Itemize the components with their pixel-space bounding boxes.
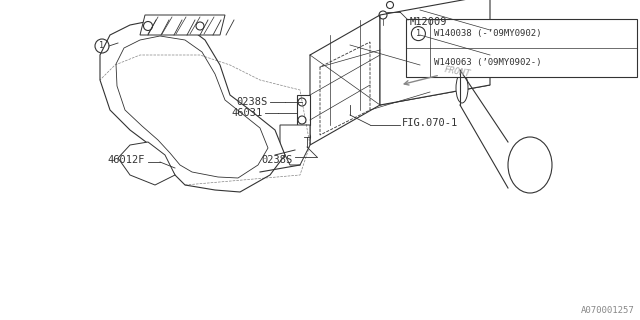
Polygon shape	[280, 125, 310, 165]
Text: FRONT: FRONT	[443, 65, 471, 79]
Bar	[406, 19, 637, 77]
Polygon shape	[100, 20, 285, 192]
Ellipse shape	[508, 137, 552, 193]
Text: 1: 1	[416, 29, 421, 38]
Polygon shape	[297, 95, 310, 125]
Text: W140063 (’09MY0902-): W140063 (’09MY0902-)	[435, 58, 542, 67]
Text: 0238S: 0238S	[262, 155, 293, 165]
Text: 46012F: 46012F	[108, 155, 145, 165]
Polygon shape	[118, 142, 175, 185]
Text: 0238S: 0238S	[237, 97, 268, 107]
Text: FIG.070-1: FIG.070-1	[402, 118, 458, 128]
Text: 1: 1	[99, 42, 104, 51]
Polygon shape	[140, 15, 225, 35]
Polygon shape	[380, 0, 490, 105]
Text: W140038 (-’09MY0902): W140038 (-’09MY0902)	[435, 29, 542, 38]
Polygon shape	[116, 36, 268, 178]
Text: A070001257: A070001257	[581, 306, 635, 315]
Polygon shape	[310, 15, 380, 145]
Text: M12009: M12009	[410, 17, 447, 27]
Polygon shape	[310, 35, 490, 105]
Ellipse shape	[456, 73, 468, 103]
Text: 46031: 46031	[232, 108, 263, 118]
